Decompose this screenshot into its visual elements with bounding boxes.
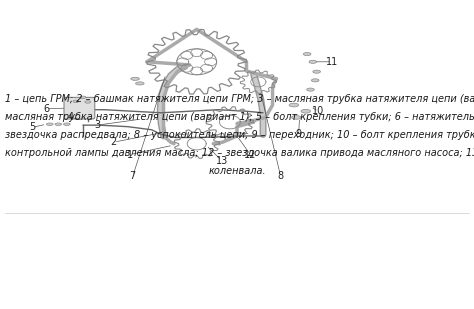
Ellipse shape — [292, 116, 301, 119]
Text: 9: 9 — [296, 129, 301, 139]
FancyBboxPatch shape — [64, 97, 95, 119]
Text: коленвала.: коленвала. — [208, 166, 266, 176]
Ellipse shape — [309, 60, 317, 63]
Text: 10: 10 — [312, 106, 325, 116]
Ellipse shape — [307, 88, 314, 91]
Text: 7: 7 — [129, 171, 136, 181]
Ellipse shape — [131, 77, 139, 80]
Ellipse shape — [46, 123, 53, 125]
Text: 8: 8 — [278, 171, 283, 181]
Ellipse shape — [85, 101, 91, 103]
Text: 13: 13 — [216, 156, 228, 166]
Text: контрольной лампы давления масла; 12 – звездочка валика привода масляного насоса: контрольной лампы давления масла; 12 – з… — [5, 148, 474, 158]
Text: 11: 11 — [326, 57, 338, 67]
Ellipse shape — [136, 82, 144, 85]
Text: масляная трубка натяжителя цепи (вариант 1); 5 – болт крепления тубки; 6 – натяж: масляная трубка натяжителя цепи (вариант… — [5, 112, 474, 122]
Ellipse shape — [303, 53, 311, 56]
Ellipse shape — [64, 123, 70, 125]
Ellipse shape — [73, 100, 79, 103]
Text: 1 – цепь ГРМ; 2 – башмак натяжителя цепи ГРМ; 3 – масляная трубка натяжителя цеп: 1 – цепь ГРМ; 2 – башмак натяжителя цепи… — [5, 94, 474, 104]
Text: 4: 4 — [68, 112, 74, 122]
Text: 5: 5 — [29, 122, 36, 132]
Text: звездочка распредвала; 8 – успокоитель цепи; 9 – переходник; 10 – болт крепления: звездочка распредвала; 8 – успокоитель ц… — [5, 130, 474, 140]
Ellipse shape — [313, 70, 320, 73]
Ellipse shape — [55, 123, 62, 125]
Text: 1: 1 — [128, 150, 133, 159]
Ellipse shape — [311, 79, 319, 82]
Text: 6: 6 — [44, 104, 49, 114]
Text: 3: 3 — [94, 120, 100, 130]
Ellipse shape — [289, 103, 299, 107]
Ellipse shape — [301, 109, 310, 113]
Text: 12: 12 — [244, 150, 256, 159]
Ellipse shape — [80, 96, 86, 99]
Text: 2: 2 — [110, 137, 117, 147]
